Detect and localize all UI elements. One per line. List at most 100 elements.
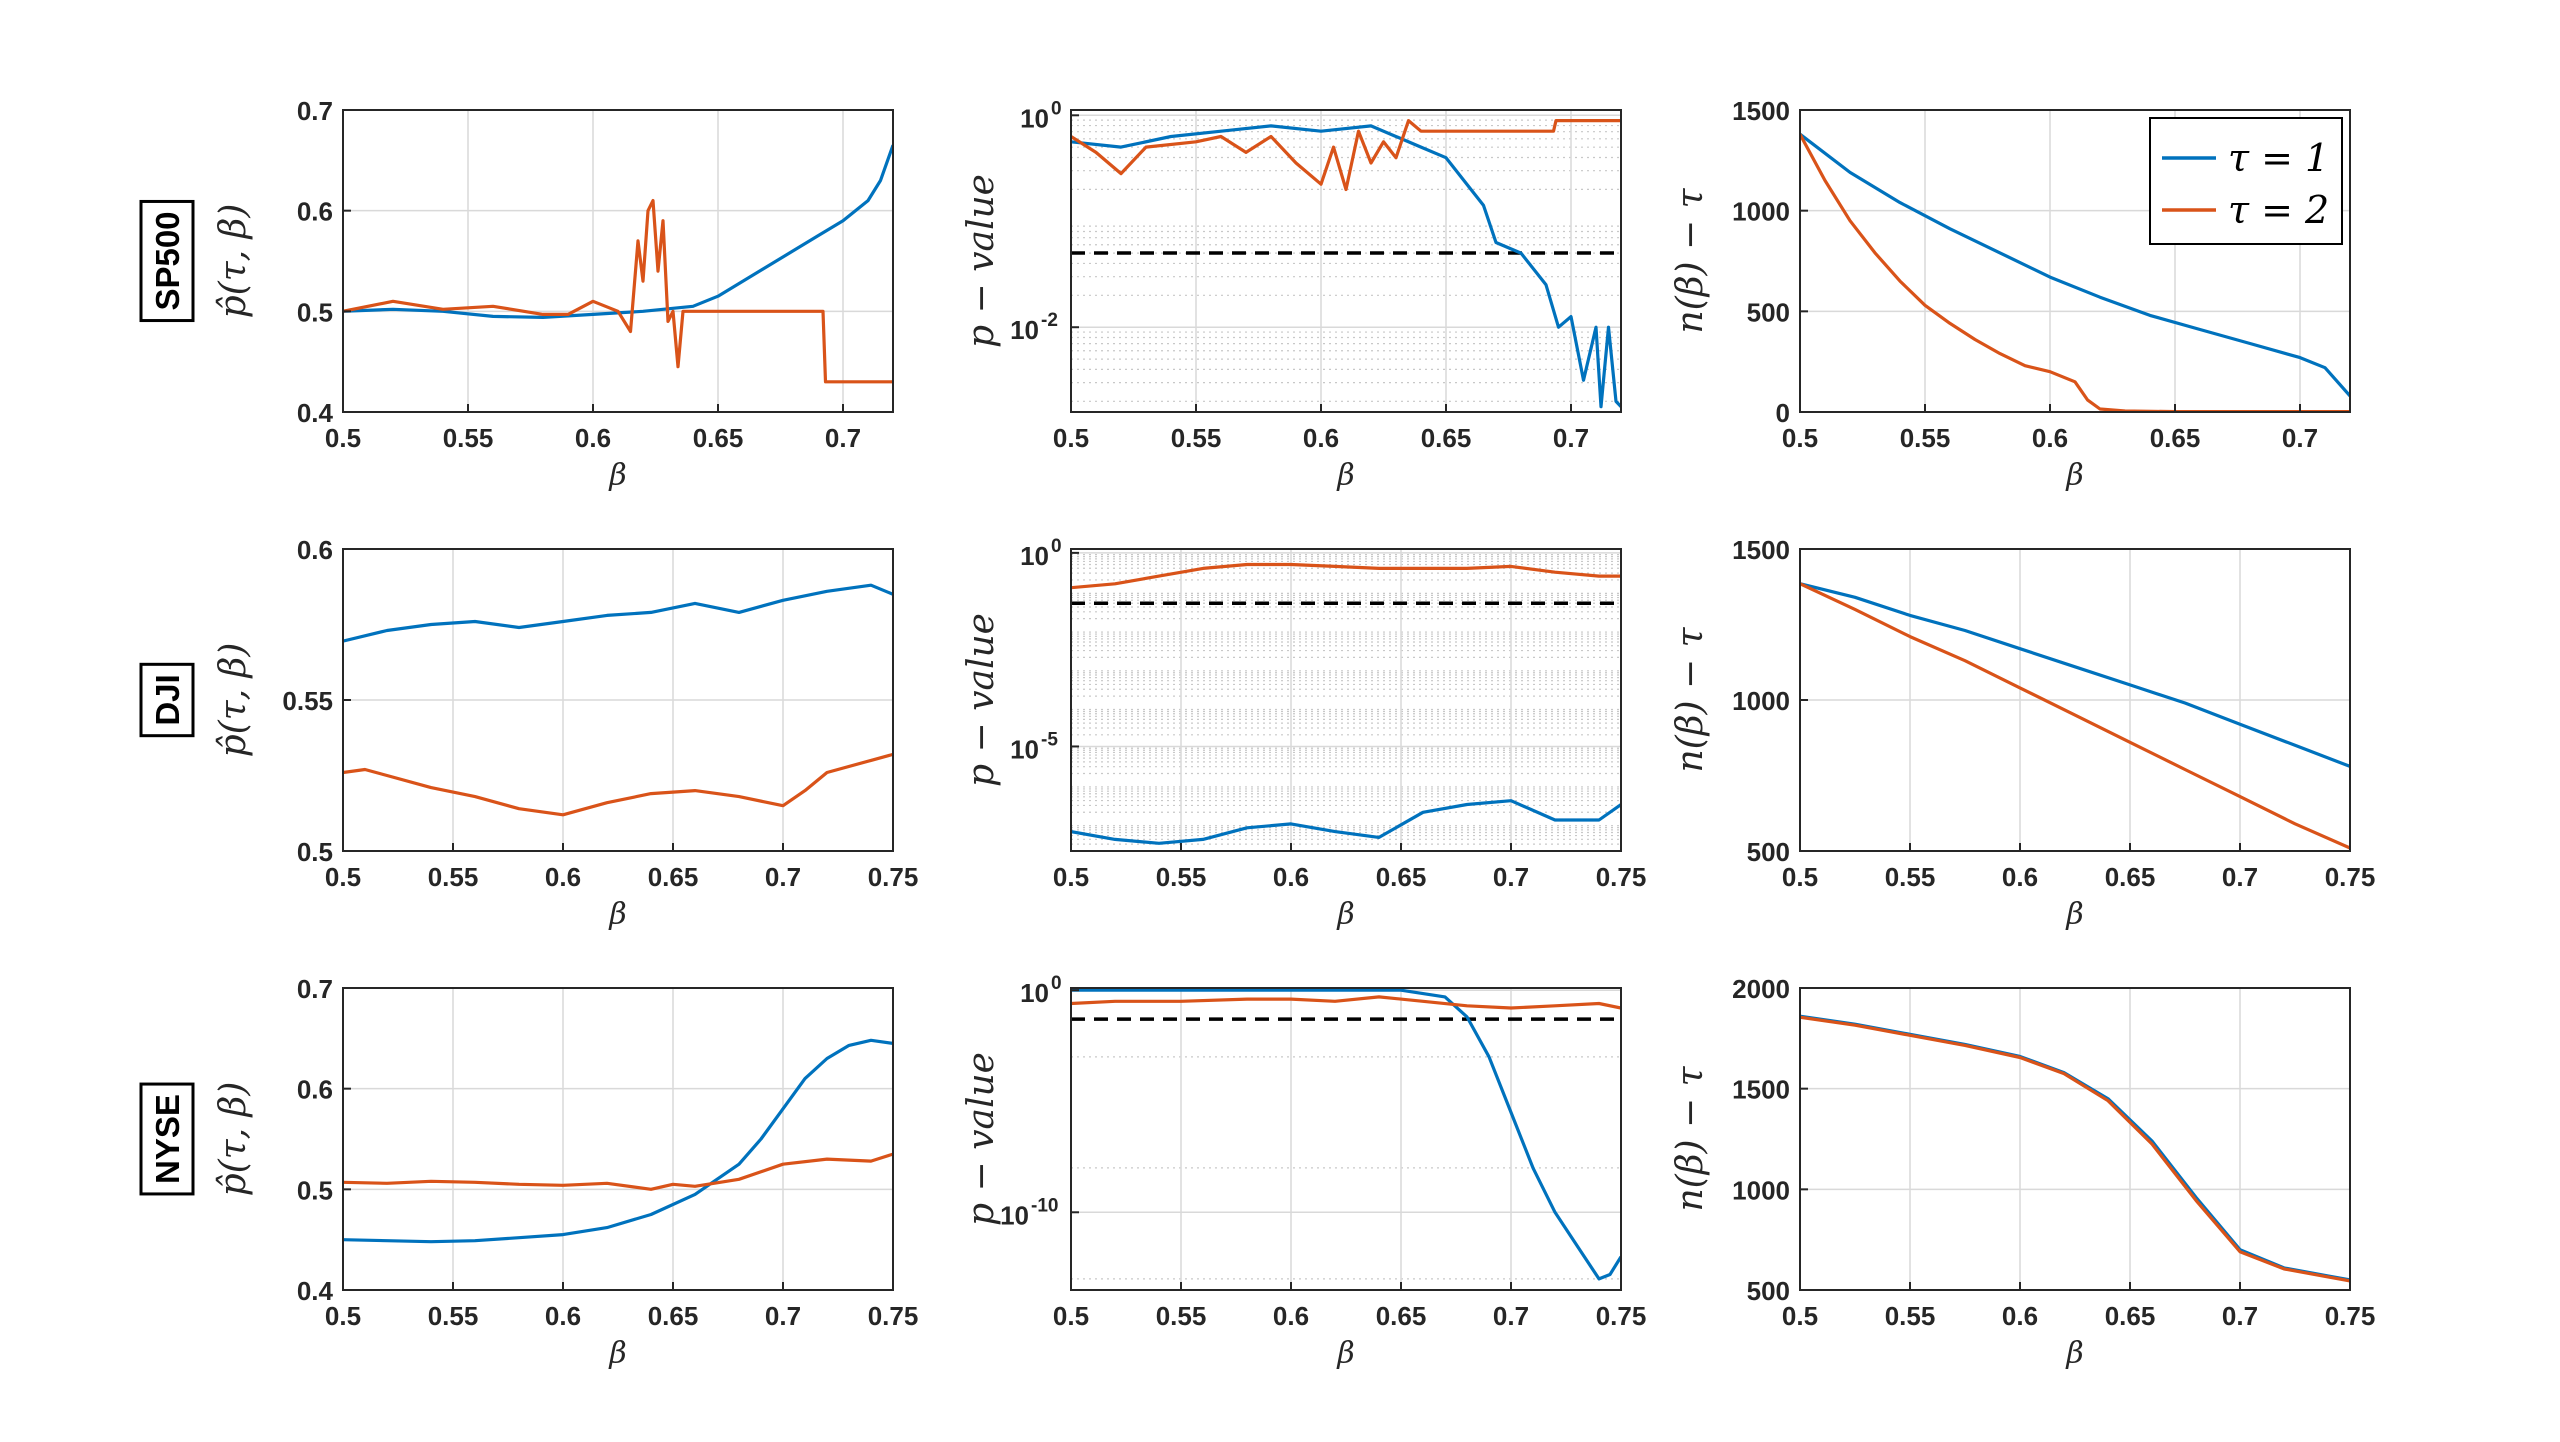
y-axis-label: p̂(τ, β) xyxy=(213,643,254,758)
axes-frame xyxy=(1070,987,1622,1291)
x-axis-label: β xyxy=(2065,897,2083,932)
x-tick-label: 0.55 xyxy=(1900,423,1951,453)
x-tick-label: 0.6 xyxy=(2002,862,2038,892)
x-tick-label: 0.6 xyxy=(1273,862,1309,892)
series-line-tau2 xyxy=(1800,133,2350,412)
y-tick-label: 0.7 xyxy=(297,96,333,126)
x-tick-label: 0.65 xyxy=(2105,1301,2156,1331)
y-tick-label: 1000 xyxy=(1732,1175,1790,1205)
series-line-tau2 xyxy=(1800,582,2350,850)
panel-r2-c0: 0.5 0.55 0.6 0.65 0.7 0.750.40.50.60.7βp̂(τ, … xyxy=(213,974,918,1371)
y-tick-label: 0.4 xyxy=(297,1276,334,1306)
x-tick-label: 0.5 xyxy=(325,423,361,453)
series-line-tau1 xyxy=(1800,1014,2350,1282)
x-tick-label: 0.55 xyxy=(428,1301,479,1331)
series-line-tau2 xyxy=(343,199,893,384)
x-tick-label: 0.65 xyxy=(693,423,744,453)
x-tick-label: 0.6 xyxy=(2032,423,2068,453)
series-line-tau1 xyxy=(1071,799,1621,845)
x-tick-label: 0.5 xyxy=(325,1301,361,1331)
series-line-tau2 xyxy=(1800,1015,2350,1283)
row-label-nyse-box xyxy=(139,1082,195,1196)
y-tick-label: 0.6 xyxy=(297,1075,333,1105)
y-tick-label: 1500 xyxy=(1732,535,1790,565)
y-tick-label-exponent: -5 xyxy=(1041,729,1058,750)
axes-frame xyxy=(1070,548,1622,852)
y-tick-label-base: 10 xyxy=(1010,734,1039,764)
y-tick-label: 0.55 xyxy=(282,686,333,716)
x-tick-label: 0.7 xyxy=(765,862,801,892)
y-tick-label-base: 10 xyxy=(1020,978,1049,1008)
x-tick-label: 0.7 xyxy=(2222,1301,2258,1331)
y-axis-label: n(β) − τ xyxy=(1670,187,1711,333)
row-label-dji-text: DJI xyxy=(149,674,186,725)
legend-label-tau1: τ = 1 xyxy=(2228,136,2329,180)
y-axis-label: p − value xyxy=(961,613,1002,787)
x-tick-label: 0.75 xyxy=(1596,862,1647,892)
y-tick-label-exponent: 0 xyxy=(1051,98,1062,119)
x-tick-label: 0.75 xyxy=(1596,1301,1647,1331)
axes-frame xyxy=(1070,109,1622,413)
panel-r1-c2: 0.5 0.55 0.6 0.65 0.7 0.75 500 1000 1500 β n(β) − … xyxy=(1670,535,2375,932)
series-line-tau2 xyxy=(343,1152,893,1191)
y-tick-label: 500 xyxy=(1747,837,1790,867)
y-tick-label: 0.4 xyxy=(297,398,334,428)
y-tick-label: 1000 xyxy=(1732,197,1790,227)
y-axis-label: p̂(τ, β) xyxy=(213,1082,254,1197)
row-label-sp500-text: SP500 xyxy=(149,211,186,310)
y-tick-label: 0 xyxy=(1776,398,1790,428)
x-axis-label: β xyxy=(1336,1336,1354,1371)
y-tick-label: 1500 xyxy=(1732,1075,1790,1105)
y-tick-label-base: 10 xyxy=(1000,1200,1029,1230)
series-line-tau2 xyxy=(1071,562,1621,590)
x-tick-label: 0.55 xyxy=(1156,862,1207,892)
x-tick-label: 0.6 xyxy=(575,423,611,453)
axes-frame xyxy=(342,109,894,413)
series-line-tau2 xyxy=(343,752,893,817)
y-tick-label: 0.7 xyxy=(297,974,333,1004)
x-tick-label: 0.75 xyxy=(868,862,919,892)
panel-r1-c0: 0.5 0.55 0.6 0.65 0.7 0.75 0.5 0.55 0.6 β p̂(τ, β) xyxy=(213,535,918,932)
x-tick-label: 0.7 xyxy=(1493,1301,1529,1331)
x-tick-label: 0.65 xyxy=(1376,1301,1427,1331)
x-tick-label: 0.7 xyxy=(2222,862,2258,892)
x-tick-label: 0.55 xyxy=(443,423,494,453)
x-tick-label: 0.55 xyxy=(1885,862,1936,892)
x-tick-label: 0.65 xyxy=(648,1301,699,1331)
x-tick-label: 0.55 xyxy=(428,862,479,892)
x-tick-label: 0.7 xyxy=(1493,862,1529,892)
x-tick-label: 0.65 xyxy=(1421,423,1472,453)
y-tick-label: 0.5 xyxy=(297,837,333,867)
y-axis-label: n(β) − τ xyxy=(1670,1065,1711,1211)
y-tick-label: 1500 xyxy=(1732,96,1790,126)
axes-frame xyxy=(342,987,894,1291)
x-tick-label: 0.55 xyxy=(1156,1301,1207,1331)
y-tick-label: 500 xyxy=(1747,1276,1790,1306)
x-tick-label: 0.6 xyxy=(545,862,581,892)
x-tick-label: 0.75 xyxy=(868,1301,919,1331)
panel-r0-c2: 0.5 0.55 0.6 0.65 0.7 0 500 1000 1500 β n(β) − τ τ … xyxy=(1670,96,2351,493)
x-tick-label: 0.5 xyxy=(1053,1301,1089,1331)
y-tick-label: 0.5 xyxy=(297,297,333,327)
series-line-tau1 xyxy=(343,1038,893,1244)
x-axis-label: β xyxy=(1336,897,1354,932)
x-tick-label: 0.6 xyxy=(1273,1301,1309,1331)
x-tick-label: 0.65 xyxy=(1376,862,1427,892)
series-line-tau1 xyxy=(1071,988,1621,1281)
row-label-nyse: NYSE xyxy=(139,1082,195,1196)
panel-r0-c0: 0.5 0.55 0.6 0.65 0.70.40.50.60.7βp̂(τ, β) xyxy=(213,96,894,493)
panel-r0-c1: 0.5 0.55 0.6 0.65 0.710 -210 0βp − value xyxy=(961,98,1622,493)
x-tick-label: 0.55 xyxy=(1885,1301,1936,1331)
row-label-sp500: SP500 xyxy=(139,199,195,323)
panel-r2-c2: 0.5 0.55 0.6 0.65 0.7 0.75 500 1000 1500 2000 β n(β… xyxy=(1670,974,2375,1371)
row-label-dji: DJI xyxy=(139,662,195,738)
x-tick-label: 0.55 xyxy=(1171,423,1222,453)
y-tick-label: 0.6 xyxy=(297,535,333,565)
x-tick-label: 0.5 xyxy=(1782,423,1818,453)
y-axis-label: n(β) − τ xyxy=(1670,626,1711,772)
y-tick-label: 1000 xyxy=(1732,686,1790,716)
x-tick-label: 0.5 xyxy=(1053,862,1089,892)
row-label-sp500-box xyxy=(139,199,195,323)
